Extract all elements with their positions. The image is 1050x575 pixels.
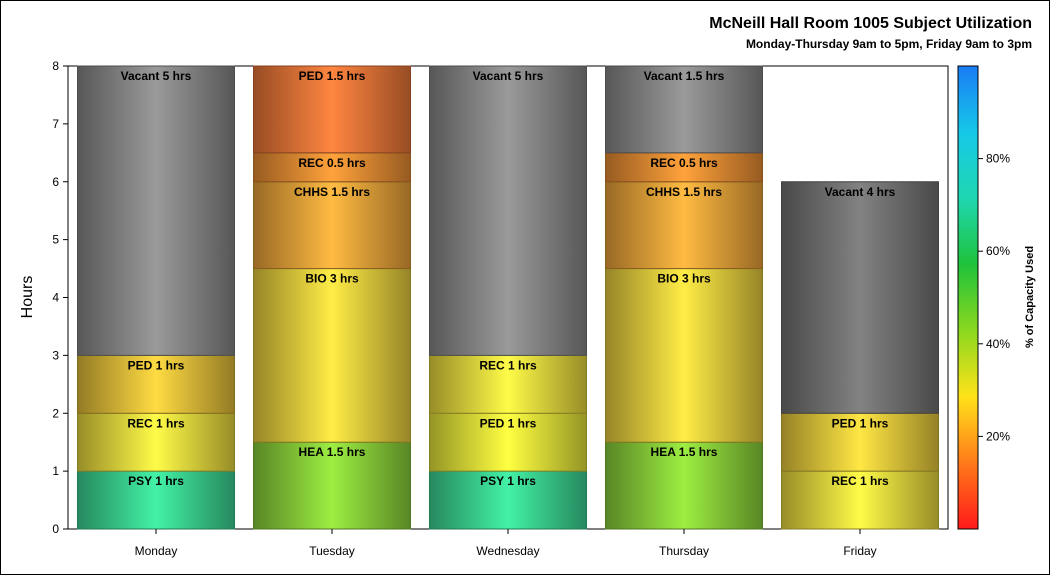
- bar-segment: [781, 181, 939, 414]
- y-axis-label: Hours: [19, 276, 36, 319]
- y-tick-label: 4: [52, 291, 59, 305]
- y-tick-label: 6: [52, 175, 59, 189]
- x-tick-label: Friday: [843, 544, 876, 558]
- bar-segment-label: PED 1.5 hrs: [299, 69, 366, 83]
- colorbar-label: % of Capacity Used: [1024, 246, 1036, 348]
- y-tick-label: 5: [52, 233, 59, 247]
- bar-segment-label: REC 0.5 hrs: [650, 156, 718, 170]
- x-axis: Monday Tuesday Wednesday Thursday Friday: [135, 529, 877, 558]
- bar-segment: [429, 412, 587, 472]
- colorbar-tick-label: 40%: [986, 337, 1010, 351]
- bar-segment-label: REC 1 hrs: [831, 474, 889, 488]
- y-tick-label: 0: [52, 522, 59, 536]
- x-tick-label: Thursday: [659, 544, 709, 558]
- bar-segment-label: CHHS 1.5 hrs: [646, 185, 722, 199]
- bar-segment-label: PED 1 hrs: [832, 416, 889, 430]
- x-tick-label: Monday: [135, 544, 178, 558]
- bar-segment: [605, 65, 763, 154]
- chart-title: McNeill Hall Room 1005 Subject Utilizati…: [709, 15, 1032, 32]
- bar-segment-label: REC 0.5 hrs: [298, 156, 366, 170]
- y-tick-label: 3: [52, 348, 59, 362]
- colorbar: 20% 40% 60% 80%: [957, 65, 1010, 530]
- y-tick-label: 7: [52, 117, 59, 131]
- bar-segment: [429, 65, 587, 356]
- bar-segment: [605, 441, 763, 530]
- bar-segment-label: PSY 1 hrs: [128, 474, 184, 488]
- bar-segment-label: Vacant 4 hrs: [825, 185, 896, 199]
- bar-segment: [253, 181, 411, 270]
- bar-segment: [429, 354, 587, 414]
- bar-segment: [605, 268, 763, 443]
- bar-segment-label: REC 1 hrs: [479, 358, 537, 372]
- x-tick-label: Wednesday: [476, 544, 539, 558]
- y-tick-label: 1: [52, 464, 59, 478]
- colorbar-tick-label: 20%: [986, 429, 1010, 443]
- bar-segment-label: PED 1 hrs: [480, 416, 537, 430]
- y-tick-label: 8: [52, 59, 59, 73]
- bar-segment-label: PED 1 hrs: [128, 358, 185, 372]
- y-axis: 0 1 2 3 4 5 6 7 8: [52, 59, 68, 536]
- bar-segment: [77, 65, 235, 356]
- bar-segment: [781, 470, 939, 530]
- bar-segment-label: BIO 3 hrs: [305, 272, 359, 286]
- bar-segment: [429, 470, 587, 530]
- y-tick-label: 2: [52, 406, 59, 420]
- bars-group: PSY 1 hrs REC 1 hrs PED 1 hrs Vacant 5 hrs H…: [77, 65, 939, 530]
- bar-segment: [253, 268, 411, 443]
- bar-segment-label: Vacant 5 hrs: [121, 69, 192, 83]
- bar-segment-label: Vacant 5 hrs: [473, 69, 544, 83]
- colorbar-tick-label: 60%: [986, 244, 1010, 258]
- bar-segment-label: BIO 3 hrs: [657, 272, 711, 286]
- chart-subtitle: Monday-Thursday 9am to 5pm, Friday 9am t…: [746, 37, 1032, 51]
- bar-segment-label: CHHS 1.5 hrs: [294, 185, 370, 199]
- bar-segment-label: HEA 1.5 hrs: [651, 445, 718, 459]
- bar-segment-label: Vacant 1.5 hrs: [644, 69, 725, 83]
- colorbar-tick-label: 80%: [986, 152, 1010, 166]
- bar-segment-label: HEA 1.5 hrs: [299, 445, 366, 459]
- bar-segment: [605, 181, 763, 270]
- bar-segment: [781, 412, 939, 472]
- bar-segment: [77, 412, 235, 472]
- x-tick-label: Tuesday: [309, 544, 355, 558]
- bar-segment-label: REC 1 hrs: [127, 416, 185, 430]
- bar-segment: [253, 65, 411, 154]
- colorbar-gradient: [957, 65, 979, 530]
- bar-segment-label: PSY 1 hrs: [480, 474, 536, 488]
- bar-segment: [253, 152, 411, 183]
- bar-segment: [605, 152, 763, 183]
